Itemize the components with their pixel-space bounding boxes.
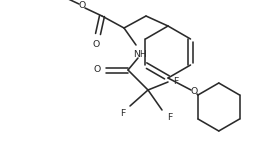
- Text: NH: NH: [133, 50, 147, 59]
- Text: O: O: [190, 88, 198, 97]
- Text: F: F: [167, 113, 172, 122]
- Text: F: F: [120, 109, 125, 118]
- Text: F: F: [173, 76, 178, 85]
- Text: O: O: [92, 40, 100, 49]
- Text: O: O: [78, 1, 86, 10]
- Text: O: O: [94, 66, 101, 75]
